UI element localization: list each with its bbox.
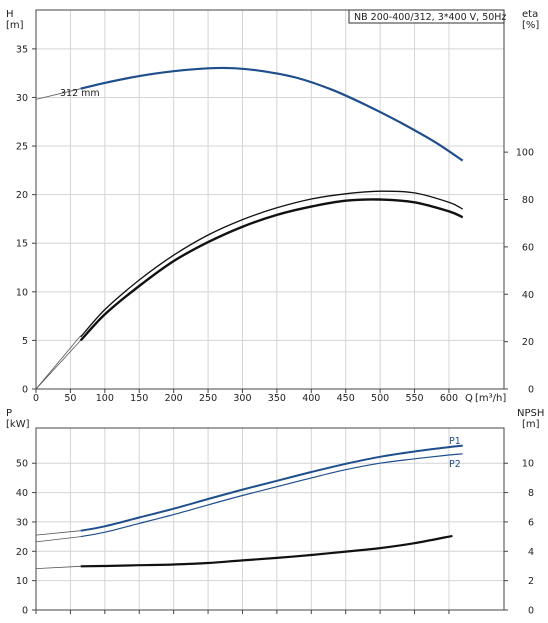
right-axis-name-eta: eta xyxy=(522,9,538,20)
power-left-tick-label-30: 30 xyxy=(16,517,28,528)
power-panel-ticks: 0 10 20 30 40 50 0 2 4 6 8 10 xyxy=(16,459,534,617)
power-series-line-2 xyxy=(80,534,453,568)
left-axis-name-h: H xyxy=(6,9,14,20)
head-right-tick-label-0: 0 xyxy=(528,385,534,396)
x-tick-label-350: 350 xyxy=(268,393,286,404)
power-panel-extrapolation xyxy=(35,530,81,569)
head-series-line-0 xyxy=(80,66,464,162)
head-panel-ticks: 0 50 100 150 200 250 300 350 400 450 500 550 6000510… xyxy=(16,44,534,404)
head-left-tick-label-5: 5 xyxy=(22,336,28,347)
x-tick-label-400: 400 xyxy=(302,393,320,404)
head-extrapolation-line-2 xyxy=(35,340,81,390)
power-panel-series xyxy=(80,444,463,568)
power-right-tick-label-4: 4 xyxy=(528,547,534,558)
power-left-tick-label-10: 10 xyxy=(16,576,28,587)
x-tick-label-250: 250 xyxy=(199,393,217,404)
head-right-tick-label-60: 60 xyxy=(522,242,534,253)
power-left-tick-label-50: 50 xyxy=(16,459,28,470)
head-extrapolation-line-0 xyxy=(35,88,81,100)
head-left-tick-label-20: 20 xyxy=(16,190,28,201)
head-left-tick-label-35: 35 xyxy=(16,44,28,55)
x-tick-label-600: 600 xyxy=(440,393,458,404)
head-right-tick-label-100: 100 xyxy=(516,148,534,159)
head-left-tick-label-25: 25 xyxy=(16,142,28,153)
series-label-p1: P1 xyxy=(449,436,461,447)
head-panel-series xyxy=(79,66,464,342)
left-axis-name-p: P xyxy=(6,408,12,419)
chart-title-box xyxy=(348,9,505,24)
head-right-tick-label-20: 20 xyxy=(522,337,534,348)
head-series-line-2 xyxy=(79,198,464,342)
head-left-tick-label-10: 10 xyxy=(16,287,28,298)
x-tick-label-550: 550 xyxy=(405,393,423,404)
power-series-line-0 xyxy=(80,444,463,532)
x-tick-label-50: 50 xyxy=(64,393,76,404)
left-axis-unit-p: [kW] xyxy=(6,419,30,430)
power-right-tick-label-10: 10 xyxy=(522,459,534,470)
power-series-line-1 xyxy=(80,453,463,538)
right-axis-unit-npsh: [m] xyxy=(522,419,540,430)
power-extrapolation-line-2 xyxy=(35,565,81,569)
power-left-tick-label-20: 20 xyxy=(16,547,28,558)
x-tick-label-500: 500 xyxy=(371,393,389,404)
x-axis-name-q: Q xyxy=(465,393,473,404)
power-extrapolation-line-0 xyxy=(35,530,81,536)
head-right-tick-label-40: 40 xyxy=(522,290,534,301)
x-tick-label-450: 450 xyxy=(337,393,355,404)
power-left-tick-label-40: 40 xyxy=(16,488,28,499)
right-axis-unit-eta: [%] xyxy=(522,20,539,31)
power-right-tick-label-8: 8 xyxy=(528,488,534,499)
x-tick-label-200: 200 xyxy=(165,393,183,404)
head-panel-extrapolation xyxy=(35,88,82,390)
head-right-tick-label-80: 80 xyxy=(522,195,534,206)
power-panel-frame xyxy=(35,427,505,611)
head-panel-grid xyxy=(35,10,504,390)
head-series-line-1 xyxy=(80,190,464,338)
x-tick-label-150: 150 xyxy=(130,393,148,404)
right-axis-name-npsh: NPSH xyxy=(517,408,544,419)
power-panel-grid xyxy=(35,428,504,611)
head-left-tick-label-30: 30 xyxy=(16,93,28,104)
power-right-tick-label-0: 0 xyxy=(528,606,534,617)
power-right-tick-label-6: 6 xyxy=(528,517,534,528)
x-tick-label-0: 0 xyxy=(33,393,39,404)
power-extrapolation-line-1 xyxy=(35,536,81,543)
head-left-tick-label-0: 0 xyxy=(22,385,28,396)
chart-title: NB 200-400/312, 3*400 V, 50Hz xyxy=(354,12,506,23)
head-panel-frame xyxy=(35,9,505,390)
series-label-p2: P2 xyxy=(449,459,461,470)
x-axis-unit-q: [m³/h] xyxy=(475,393,506,404)
head-extrapolation-line-1 xyxy=(35,335,82,390)
head-left-tick-label-15: 15 xyxy=(16,239,28,250)
x-tick-label-100: 100 xyxy=(96,393,114,404)
power-left-tick-label-0: 0 xyxy=(22,606,28,617)
x-tick-label-300: 300 xyxy=(233,393,251,404)
series-label-312mm: 312 mm xyxy=(60,88,100,99)
left-axis-unit-h: [m] xyxy=(6,20,24,31)
power-right-tick-label-2: 2 xyxy=(528,576,534,587)
